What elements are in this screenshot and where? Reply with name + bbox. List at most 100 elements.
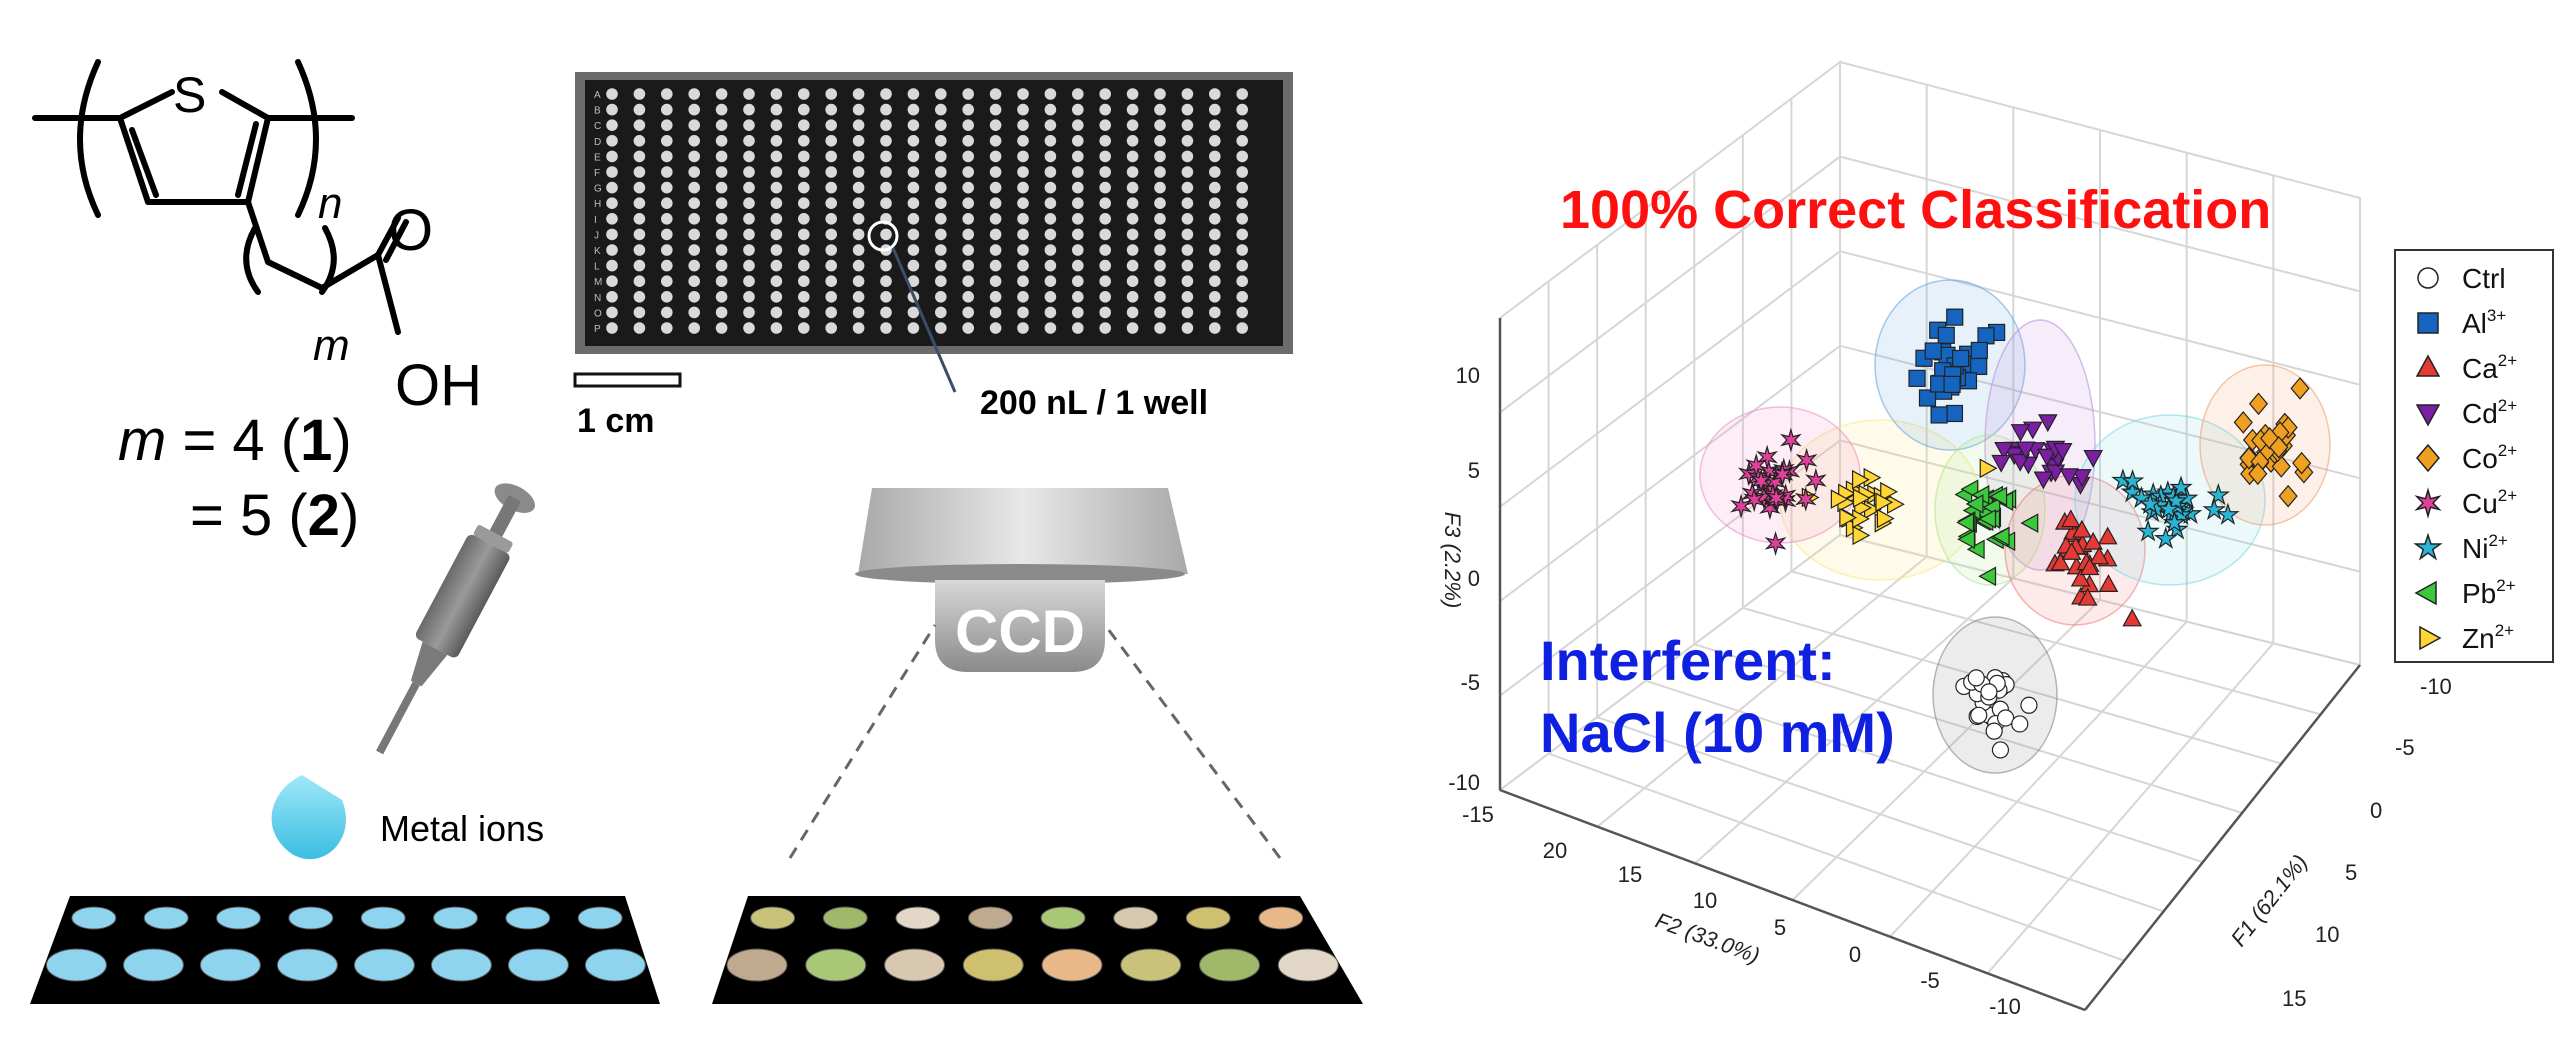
- formula-eq-2: = 5 (: [190, 483, 308, 548]
- plate-well: [1017, 291, 1029, 303]
- plate-well: [935, 166, 947, 178]
- data-point-al: [1946, 308, 1964, 326]
- plate-well: [1099, 291, 1111, 303]
- plate-well: [825, 181, 837, 194]
- plate-well: [633, 103, 646, 116]
- data-point-ctrl: [2011, 715, 2029, 733]
- plate-well: [1044, 228, 1057, 241]
- formula-close-1: ): [332, 408, 351, 473]
- f1-tick-label: -5: [2395, 735, 2415, 760]
- data-point-ni: [2216, 502, 2240, 525]
- plate-well: [935, 135, 947, 147]
- plate-well: [661, 259, 673, 272]
- plate-well: [907, 259, 920, 272]
- data-point-pb: [1965, 494, 1984, 514]
- interferent-value: NaCl (10 mM): [1540, 701, 1895, 764]
- plate-well: [743, 88, 755, 100]
- scale-bar: [573, 372, 682, 388]
- plate-well: [633, 275, 646, 288]
- plate-well: [962, 150, 974, 163]
- plate-well: [1126, 275, 1139, 288]
- plate-well: [1099, 259, 1111, 272]
- data-point-zn: [1875, 492, 1894, 513]
- selected-well-marker: [867, 220, 899, 252]
- plate-well: [661, 275, 673, 288]
- plate-well: [688, 103, 700, 116]
- f3-tick-label: -5: [1460, 670, 1480, 695]
- plate-well: [798, 150, 810, 163]
- plate-well: [852, 322, 865, 334]
- plate-row-letter: P: [594, 324, 601, 335]
- plate-well: [880, 228, 892, 241]
- plate-well: [852, 88, 865, 100]
- plate-well: [1181, 181, 1194, 194]
- plate-well: [770, 275, 783, 288]
- grid-line: [1548, 752, 2125, 962]
- tray-well: [1041, 948, 1103, 982]
- plate-well: [852, 197, 865, 209]
- data-point-al: [1970, 341, 1988, 360]
- data-point-al: [1945, 404, 1964, 423]
- plate-well: [715, 322, 728, 334]
- legend-label-ctrl: Ctrl: [2462, 263, 2506, 294]
- plate-well: [1154, 150, 1166, 163]
- legend-label-co: Co2+: [2462, 441, 2517, 474]
- plate-well: [743, 213, 755, 225]
- grid-line: [1889, 620, 2188, 938]
- data-point-cu: [1771, 461, 1794, 487]
- grid-line: [1596, 716, 2164, 913]
- plate-row-letter: H: [594, 199, 601, 210]
- plate-well: [661, 150, 673, 163]
- plate-well: [798, 213, 810, 225]
- data-point-cd: [2010, 453, 2031, 472]
- plate-well: [1126, 181, 1139, 194]
- plate-well: [907, 119, 920, 131]
- data-point-ctrl: [1967, 669, 1985, 687]
- right-bracket: [295, 59, 319, 218]
- data-point-cu: [1745, 452, 1768, 479]
- plate-well: [852, 275, 865, 288]
- plate-well: [633, 150, 646, 163]
- plate-well: [606, 88, 618, 100]
- repeat-n-label: n: [318, 179, 342, 228]
- plate-well: [880, 150, 892, 163]
- plate-well: [688, 228, 700, 241]
- legend-label-al: Al3+: [2462, 306, 2506, 339]
- plate-well: [1209, 213, 1221, 225]
- plate-well: [1017, 244, 1029, 256]
- plate-well: [770, 88, 783, 100]
- plate-well: [989, 150, 1002, 163]
- plate-well: [688, 213, 700, 225]
- data-point-co: [2278, 484, 2298, 508]
- plate-well: [989, 135, 1002, 147]
- plate-well: [1236, 306, 1248, 319]
- plate-well: [825, 150, 837, 163]
- grid-line: [1499, 345, 1841, 602]
- plate-well: [1072, 259, 1084, 272]
- plate-well: [770, 322, 783, 334]
- plate-well: [880, 197, 892, 209]
- data-point-cu: [1743, 487, 1766, 513]
- plate-well: [798, 197, 810, 209]
- plate-well: [825, 306, 837, 319]
- plate-well: [1126, 135, 1139, 147]
- plate-well: [1181, 275, 1194, 288]
- plate-well: [825, 244, 837, 256]
- plate-well: [1154, 103, 1166, 116]
- plate-well: [935, 259, 947, 272]
- plate-well: [1044, 213, 1057, 225]
- plate-well: [1099, 213, 1111, 225]
- plate-well: [1236, 244, 1248, 256]
- plate-well: [935, 103, 947, 116]
- plate-well: [1099, 275, 1111, 288]
- plate-well: [1154, 244, 1166, 256]
- plate-well: [880, 135, 892, 147]
- data-point-al: [1943, 375, 1961, 394]
- plate-well: [1236, 213, 1248, 225]
- plate-well: [825, 259, 837, 272]
- plate-well: [1154, 119, 1166, 131]
- plate-well: [715, 275, 728, 288]
- plate-well: [715, 259, 728, 272]
- plate-well: [825, 291, 837, 303]
- plate-well: [825, 135, 837, 147]
